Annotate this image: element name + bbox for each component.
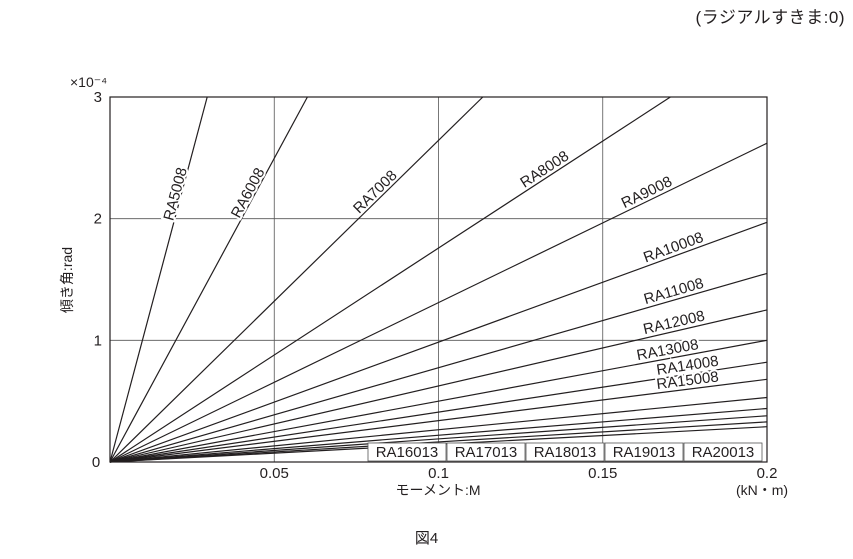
series-line-ra16013: [109, 396, 768, 463]
series-line-ra15008: [109, 378, 768, 463]
x-axis-unit: (kN・m): [736, 482, 788, 498]
x-tick-label: 0: [92, 454, 100, 471]
series-label-box: [604, 442, 684, 462]
series-label: RA12008: [642, 307, 707, 338]
series-label-box: [446, 442, 526, 462]
y-tick-label: 3: [94, 89, 102, 106]
series-line-ra9008: [109, 142, 768, 463]
x-tick-label: 0.1: [428, 465, 449, 482]
tick-labels: 0 0.05 0.1 0.15 0.2 1 2 3: [92, 89, 778, 482]
x-axis-label: モーメント:M: [396, 482, 481, 498]
series-line-ra12008: [109, 309, 768, 463]
series-label: RA17013: [455, 444, 518, 461]
x-tick-label: 0.15: [588, 465, 617, 482]
series-lines: [109, 96, 768, 463]
y-axis-label: 傾き角:rad: [59, 247, 75, 313]
series-label-box: [367, 442, 447, 462]
y-tick-label: 1: [94, 332, 102, 349]
series-line-ra14008: [109, 361, 768, 463]
series-label-box: [683, 442, 763, 462]
series-line-ra11008: [109, 272, 768, 463]
series-label: RA5008: [160, 166, 190, 223]
y-axis-exponent: ×10⁻⁴: [70, 74, 107, 90]
series-label: RA6008: [228, 165, 269, 221]
series-label: RA18013: [534, 444, 597, 461]
series-labels: RA5008 RA6008 RA7008 RA8008RA9008RA10008RA1…: [158, 146, 763, 462]
series-line-ra13008: [109, 339, 768, 463]
series-label: RA16013: [376, 444, 439, 461]
plot-frame: [109, 96, 768, 463]
series-line-ra8008: [109, 96, 671, 463]
series-label-box: [525, 442, 605, 462]
grid: [110, 97, 767, 462]
series-label: RA8008: [517, 148, 572, 192]
series-line-ra17013: [109, 407, 768, 463]
series-label: RA10008: [641, 229, 706, 266]
moment-tilt-chart: 0 0.05 0.1 0.15 0.2 1 2 3 RA5008 RA6008 RA7008 RA8…: [59, 74, 788, 498]
series-line-ra18013: [109, 415, 768, 463]
x-tick-label: 0.2: [757, 465, 778, 482]
series-line-ra6008: [109, 96, 308, 463]
y-tick-label: 2: [94, 211, 102, 228]
clearance-note: (ラジアルすきま:0): [695, 8, 845, 27]
series-label: RA20013: [692, 444, 755, 461]
series-line-ra7008: [109, 96, 484, 463]
x-tick-label: 0.05: [260, 465, 289, 482]
series-label: RA7008: [350, 167, 401, 217]
figure-caption: 図4: [414, 530, 439, 547]
series-line-ra10008: [109, 221, 768, 463]
series-line-ra19013: [109, 421, 768, 463]
series-label: RA11008: [642, 275, 706, 308]
series-line-ra5008: [109, 96, 208, 463]
series-label: RA19013: [613, 444, 676, 461]
